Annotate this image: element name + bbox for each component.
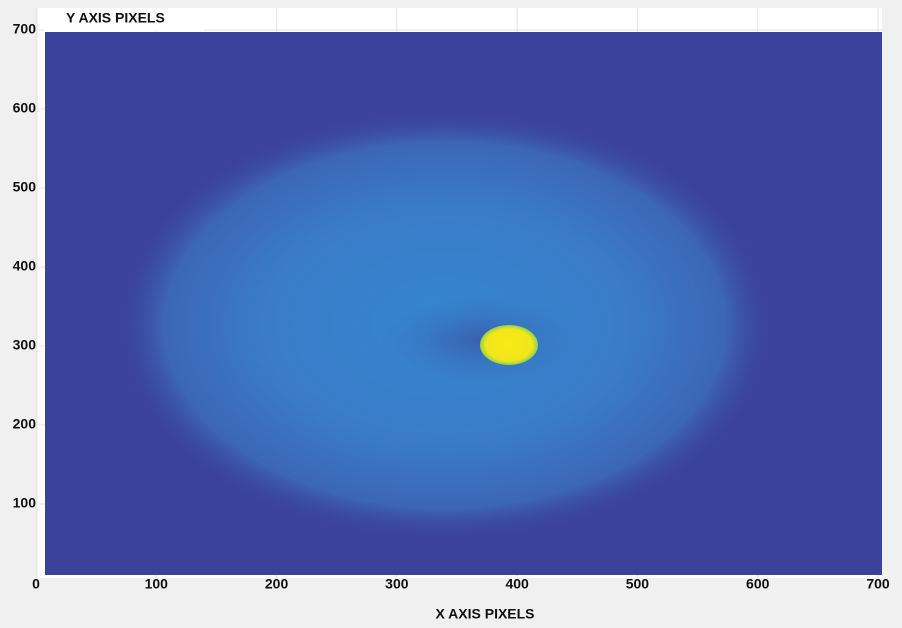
y-tick-label: 400 [13,258,37,274]
x-tick-label: 0 [32,576,40,592]
x-tick-label: 100 [145,576,169,592]
x-tick-label: 700 [866,576,890,592]
ylabel-box [44,9,204,31]
x-tick-label: 300 [385,576,409,592]
y-tick-label: 500 [13,179,37,195]
inner-ring [380,295,580,385]
y-tick-label: 700 [13,21,37,37]
x-tick-label: 600 [746,576,770,592]
x-tick-label: 400 [505,576,529,592]
x-tick-label: 200 [265,576,289,592]
y-tick-label: 300 [13,337,37,353]
y-tick-label: 200 [13,416,37,432]
x-tick-label: 500 [626,576,650,592]
y-tick-label: 600 [13,100,37,116]
heatmap-image [45,32,882,575]
y-axis-label: Y AXIS PIXELS [66,10,165,26]
x-axis-label: X AXIS PIXELS [435,606,534,622]
y-tick-label: 100 [13,495,37,511]
beam-spot [480,325,538,365]
